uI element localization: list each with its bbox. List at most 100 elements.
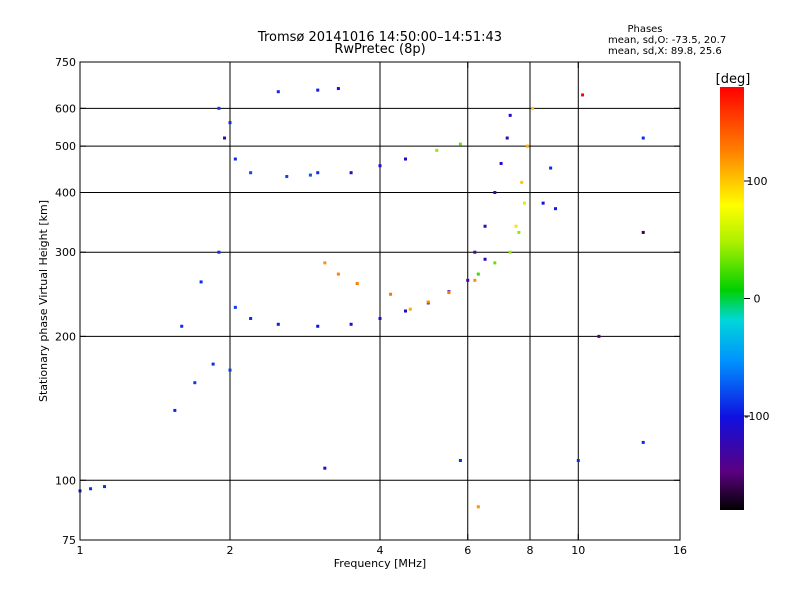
y-tick-label: 750 (55, 56, 76, 69)
colorbar-ticks: 100 0 -100 (744, 175, 769, 423)
data-point (508, 250, 512, 254)
data-point (499, 161, 503, 165)
data-point (514, 224, 518, 228)
data-point (541, 201, 545, 205)
colorbar-tick-label: -100 (745, 410, 770, 423)
data-point (403, 157, 407, 161)
data-point (228, 121, 232, 125)
data-point (641, 230, 645, 234)
data-point (228, 368, 232, 372)
data-point (523, 201, 527, 205)
data-point (581, 93, 585, 97)
data-point (199, 280, 203, 284)
chart-title: Tromsø 20141016 14:50:00–14:51:43 (257, 30, 502, 45)
data-point (276, 322, 280, 326)
data-point (473, 278, 477, 282)
data-point (517, 230, 521, 234)
x-tick-label: 2 (227, 544, 234, 557)
data-point (211, 362, 215, 366)
data-point (447, 291, 451, 295)
data-point (308, 173, 312, 177)
x-tick-label: 10 (571, 544, 585, 557)
data-point (389, 292, 393, 296)
data-point (233, 305, 237, 309)
data-point (476, 272, 480, 276)
y-tick-label: 500 (55, 140, 76, 153)
data-point (525, 144, 529, 148)
data-point (378, 164, 382, 168)
data-point (641, 440, 645, 444)
colorbar-label: [deg] (716, 72, 751, 87)
data-point (458, 458, 462, 462)
y-axis-ticks: 75 100 200 300 400 500 600 750 (55, 56, 680, 547)
stats-line-x: mean, sd,X: 89.8, 25.6 (608, 46, 722, 57)
grid-lines (80, 62, 680, 540)
data-point (180, 324, 184, 328)
data-point (641, 136, 645, 140)
data-point (316, 171, 320, 175)
data-point (408, 307, 412, 311)
data-point (597, 334, 601, 338)
colorbar (720, 87, 744, 510)
data-point (173, 408, 177, 412)
x-tick-label: 6 (464, 544, 471, 557)
stats-line-o: mean, sd,O: -73.5, 20.7 (608, 35, 726, 46)
data-point (355, 282, 359, 286)
y-axis-label: Stationary phase Virtual Height [km] (37, 200, 50, 402)
y-tick-label: 200 (55, 330, 76, 343)
data-point (508, 113, 512, 117)
x-axis-ticks: 1 2 4 6 8 10 16 (77, 62, 687, 557)
data-point (89, 487, 93, 491)
data-point (217, 106, 221, 110)
colorbar-tick-label: 0 (754, 293, 761, 306)
y-tick-label: 400 (55, 186, 76, 199)
data-point (505, 136, 509, 140)
data-point (249, 171, 253, 175)
data-point (483, 257, 487, 261)
data-point (549, 166, 553, 170)
x-tick-label: 4 (377, 544, 384, 557)
data-point (576, 458, 580, 462)
data-point (249, 316, 253, 320)
x-tick-label: 8 (527, 544, 534, 557)
data-point (323, 261, 327, 265)
data-point (223, 136, 227, 140)
data-point (435, 148, 439, 152)
chart-subtitle: RwPretec (8p) (334, 42, 425, 57)
data-point (476, 505, 480, 509)
x-axis-label: Frequency [MHz] (334, 557, 426, 570)
data-point (336, 272, 340, 276)
stats-heading: Phases (627, 24, 662, 35)
data-point (336, 87, 340, 91)
data-point (316, 324, 320, 328)
data-point (276, 90, 280, 94)
data-point (217, 250, 221, 254)
data-point (316, 88, 320, 92)
y-tick-label: 100 (55, 474, 76, 487)
data-point (493, 190, 497, 194)
data-point (426, 300, 430, 304)
data-point (493, 261, 497, 265)
data-point (103, 485, 107, 489)
data-point (323, 466, 327, 470)
colorbar-tick-label: 100 (747, 175, 768, 188)
data-point (458, 142, 462, 146)
data-point (520, 180, 524, 184)
data-point (233, 157, 237, 161)
data-point (349, 322, 353, 326)
data-point (483, 224, 487, 228)
x-tick-label: 1 (77, 544, 84, 557)
data-point (193, 381, 197, 385)
y-tick-label: 300 (55, 246, 76, 259)
data-point (403, 309, 407, 313)
y-tick-label: 600 (55, 102, 76, 115)
data-point (349, 171, 353, 175)
data-point (466, 278, 470, 282)
x-tick-label: 16 (673, 544, 687, 557)
data-point (378, 316, 382, 320)
data-point (531, 106, 535, 110)
data-point (553, 207, 557, 211)
data-point (473, 250, 477, 254)
data-points (78, 87, 645, 509)
